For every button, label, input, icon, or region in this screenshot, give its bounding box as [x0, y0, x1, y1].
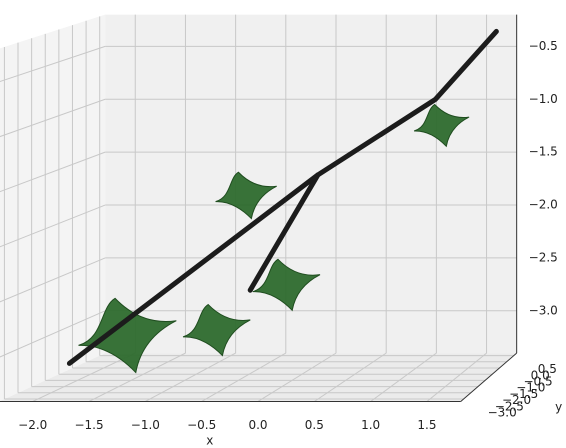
z-tick-label: −3.0	[529, 303, 558, 317]
y-axis-label: y	[555, 400, 562, 414]
x-tick-label: −0.5	[187, 418, 216, 432]
z-tick-label: −0.5	[529, 39, 558, 53]
z-tick-label: −2.5	[529, 250, 558, 264]
x-tick-label: 1.0	[361, 418, 380, 432]
chart: −2.0−1.5−1.0−0.50.00.51.01.50.50.0−0.5−1…	[0, 0, 566, 448]
x-axis-label: x	[206, 434, 213, 448]
y-tick-label: −3.0	[488, 406, 517, 420]
x-tick-label: 0.0	[248, 418, 267, 432]
x-tick-label: −2.0	[18, 418, 47, 432]
z-tick-label: −1.5	[529, 145, 558, 159]
x-tick-label: −1.0	[131, 418, 160, 432]
z-tick-label: −2.0	[529, 198, 558, 212]
z-tick-label: −1.0	[529, 92, 558, 106]
x-tick-label: 1.5	[417, 418, 436, 432]
x-tick-label: 0.5	[305, 418, 324, 432]
x-tick-label: −1.5	[74, 418, 103, 432]
